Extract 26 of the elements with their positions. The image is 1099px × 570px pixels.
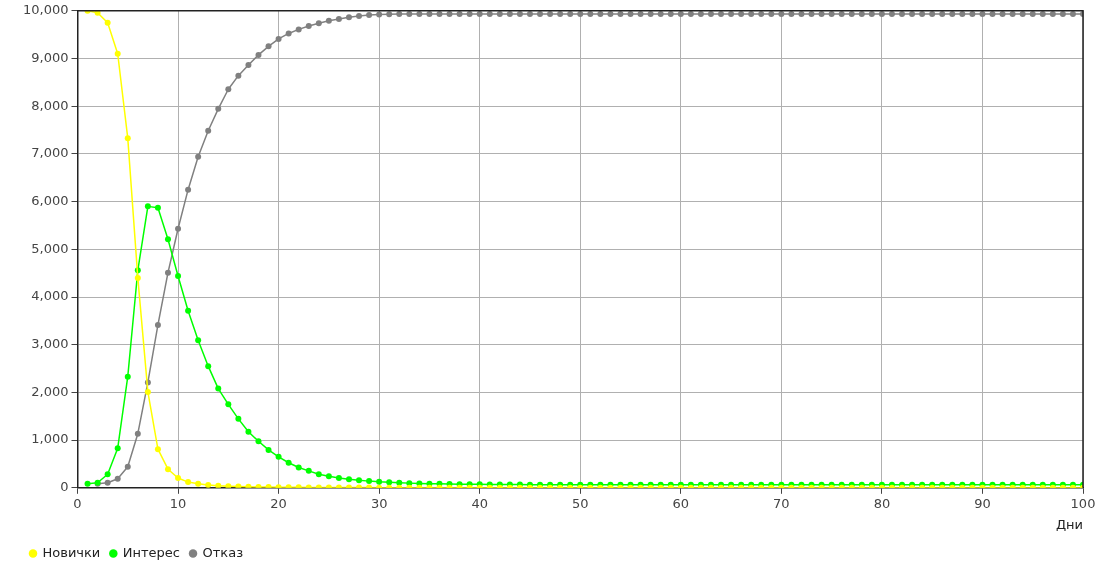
y-tick-label: 8,000: [31, 97, 69, 113]
x-tick-label: 100: [1070, 495, 1096, 511]
legend-label: Интерес: [122, 544, 181, 560]
x-tick-label: 40: [471, 495, 488, 511]
y-tick-label: 3,000: [31, 336, 69, 352]
y-tick-label: 1,000: [31, 431, 69, 447]
y-tick-label: 0: [60, 479, 69, 495]
y-tick-label: 7,000: [31, 145, 69, 161]
x-tick-label: 70: [773, 495, 790, 511]
y-tick-label: 6,000: [31, 192, 69, 208]
x-tick-label: 0: [73, 495, 82, 511]
x-tick-label: 50: [571, 495, 589, 511]
y-tick-label: 5,000: [31, 240, 69, 256]
y-tick-label: 10,000: [22, 2, 69, 18]
x-tick-label: 60: [672, 495, 690, 511]
x-tick-label: 90: [974, 495, 991, 511]
x-tick-label: 30: [370, 495, 388, 511]
legend-label: Новички: [42, 544, 101, 560]
y-tick-label: 4,000: [31, 288, 69, 304]
y-tick-label: 2,000: [31, 383, 69, 399]
y-tick-label: 9,000: [31, 49, 69, 65]
x-tick-label: 20: [270, 495, 287, 511]
x-tick-label: 10: [169, 495, 187, 511]
x-axis-title: Дни: [1055, 516, 1083, 532]
legend-label: Отказ: [202, 544, 244, 560]
x-tick-label: 80: [873, 495, 891, 511]
